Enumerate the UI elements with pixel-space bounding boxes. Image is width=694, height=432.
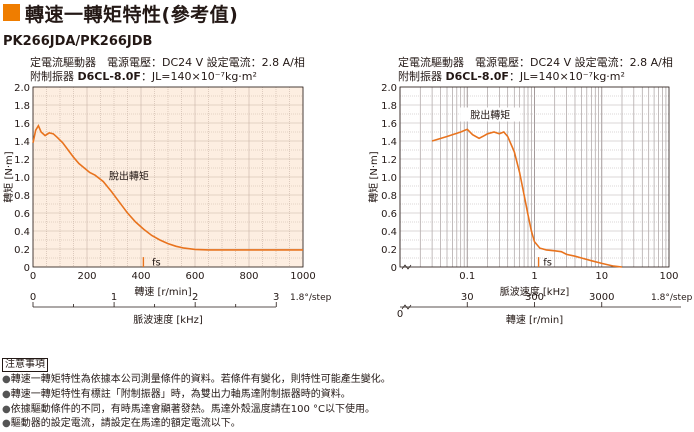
right-x-axis-label: 脈波速度 [kHz] <box>500 285 570 298</box>
right-inertia: ：JL=140×10⁻⁷kg·m² <box>508 70 625 83</box>
right-y-tick-label: 1.4 <box>381 137 397 148</box>
left-conditions-line1: 定電流驅動器 電源電壓：DC24 V 設定電流：2.8 A/相 <box>30 56 305 69</box>
right-secondary-tick-label: 0 <box>397 309 403 320</box>
left-plot-area <box>33 87 303 267</box>
left-secondary-axis-label: 脈波速度 [kHz] <box>133 313 203 326</box>
left-y-tick-label: 1.4 <box>14 137 30 148</box>
right-y-tick-label: 1.2 <box>381 155 397 166</box>
right-secondary-tick-label: 3000 <box>589 292 614 303</box>
right-conditions: 定電流驅動器 電源電壓：DC24 V 設定電流：2.8 A/相 附制振器 D6C… <box>398 56 673 84</box>
right-y-tick-label: 0.6 <box>381 209 397 220</box>
right-x-tick-label: 0.1 <box>459 271 475 282</box>
left-secondary-tick-label: 2 <box>192 292 198 303</box>
left-x-tick-label: 0 <box>30 271 36 282</box>
right-axis-break <box>401 264 412 270</box>
title-marker <box>3 4 20 21</box>
right-conditions-line1: 定電流驅動器 電源電壓：DC24 V 設定電流：2.8 A/相 <box>398 56 673 69</box>
notes-section: 注意事項 轉速一轉矩特性為依據本公司測量條件的資料。若條件有變化，則特性可能產生… <box>2 358 391 432</box>
left-x-axis-label: 轉速 [r/min] <box>134 285 191 298</box>
left-x-tick-label: 600 <box>185 271 204 282</box>
right-damper-prefix: 附制振器 <box>398 70 446 83</box>
right-y-axis-label: 轉矩 [N·m] <box>367 151 380 202</box>
left-secondary-tick-label: 1 <box>111 292 117 303</box>
left-y-tick-label: 1.2 <box>14 155 30 166</box>
left-y-tick-label: 1.0 <box>14 173 30 184</box>
left-fs-label: fs <box>152 258 161 269</box>
left-y-tick-label: 0 <box>24 263 30 274</box>
left-y-tick-label: 2.0 <box>14 83 30 94</box>
right-y-tick-label: 0.4 <box>381 227 397 238</box>
title-block: 轉速一轉矩特性(參考值) <box>0 0 694 30</box>
left-y-axis-label: 轉矩 [N·m] <box>2 151 15 202</box>
right-x-tick-label: 1 <box>531 271 537 282</box>
left-y-tick-label: 0.4 <box>14 227 30 238</box>
right-y-tick-label: 2.0 <box>381 83 397 94</box>
right-secondary-unit-label: 1.8°/step <box>651 293 693 303</box>
left-x-tick-label: 200 <box>77 271 96 282</box>
right-y-tick-label: 0 <box>391 263 397 274</box>
left-plot-frame <box>32 86 304 268</box>
left-x-tick-label: 400 <box>131 271 150 282</box>
left-secondary-tick-label: 0 <box>30 292 36 303</box>
model-subtitle: PK266JDA/PK266JDB <box>3 34 153 49</box>
right-x-tick-label: 10 <box>595 271 608 282</box>
note-line-4: 驅動器的設定電流，請設定在馬達的額定電流以下。 <box>2 417 391 432</box>
right-label-backdrop <box>460 107 521 122</box>
right-y-tick-label: 0.8 <box>381 191 397 202</box>
notes-heading: 注意事項 <box>2 358 48 372</box>
right-y-tick-label: 1.0 <box>381 173 397 184</box>
note-line-3: 依據驅動條件的不同，有時馬達會顯著發熱。馬達外殼溫度請在100 °C以下使用。 <box>2 403 391 418</box>
right-conditions-line2: 附制振器 D6CL-8.0F：JL=140×10⁻⁷kg·m² <box>398 70 673 84</box>
left-inertia: ：JL=140×10⁻⁷kg·m² <box>140 70 257 83</box>
left-y-tick-label: 0.2 <box>14 245 30 256</box>
left-damper-prefix: 附制振器 <box>30 70 78 83</box>
left-conditions: 定電流驅動器 電源電壓：DC24 V 設定電流：2.8 A/相 附制振器 D6C… <box>30 56 305 84</box>
note-line-2: 轉速一轉矩特性有標註「附制振器」時，為雙出力軸馬達附制振器時的資料。 <box>2 388 391 403</box>
right-x-tick-label: 100 <box>659 271 678 282</box>
left-y-tick-label: 1.8 <box>14 101 30 112</box>
right-series-line <box>431 128 623 268</box>
right-fs-label: fs <box>543 258 552 269</box>
right-y-tick-label: 0.2 <box>381 245 397 256</box>
right-plot-frame <box>399 86 670 268</box>
right-damper-model: D6CL-8.0F <box>445 70 509 83</box>
left-damper-model: D6CL-8.0F <box>77 70 141 83</box>
right-plot-area <box>400 87 669 267</box>
left-secondary-unit-label: 1.8°/step <box>290 293 332 303</box>
right-y-tick-label: 1.8 <box>381 101 397 112</box>
right-secondary-axis-label: 轉速 [r/min] <box>506 313 563 326</box>
left-y-tick-label: 0.8 <box>14 191 30 202</box>
right-secondary-tick-label: 30 <box>461 292 474 303</box>
page-title: 轉速一轉矩特性(參考值) <box>25 4 239 26</box>
left-series-label: 脫出轉矩 <box>109 170 149 183</box>
left-series-line <box>32 123 303 251</box>
note-line-1: 轉速一轉矩特性為依據本公司測量條件的資料。若條件有變化，則特性可能產生變化。 <box>2 373 391 388</box>
right-y-tick-label: 1.6 <box>381 119 397 130</box>
right-series-label: 脫出轉矩 <box>470 109 510 122</box>
left-x-tick-label: 800 <box>239 271 258 282</box>
left-y-tick-label: 0.6 <box>14 209 30 220</box>
left-conditions-line2: 附制振器 D6CL-8.0F：JL=140×10⁻⁷kg·m² <box>30 70 305 84</box>
right-secondary-break <box>401 304 412 310</box>
left-x-tick-label: 1000 <box>290 271 315 282</box>
right-secondary-tick-label: 300 <box>525 292 544 303</box>
left-secondary-tick-label: 3 <box>273 292 279 303</box>
left-y-tick-label: 1.6 <box>14 119 30 130</box>
